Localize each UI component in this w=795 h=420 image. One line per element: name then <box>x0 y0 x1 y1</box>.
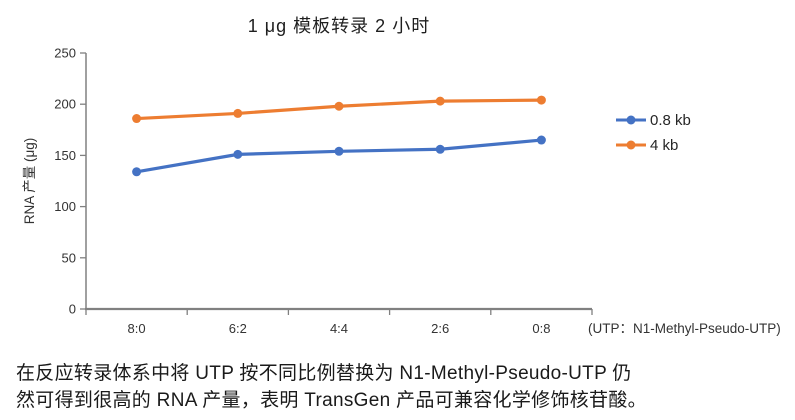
y-tick-label: 150 <box>54 148 76 163</box>
x-axis-unit-label: (UTP：N1-Methyl-Pseudo-UTP) <box>588 321 781 336</box>
legend-label: 0.8 kb <box>650 112 691 129</box>
data-point-4-kb-2:6 <box>435 96 445 106</box>
x-tick-label: 2:6 <box>431 321 449 336</box>
y-tick-label: 100 <box>54 199 76 214</box>
x-tick-label: 6:2 <box>229 321 247 336</box>
x-tick-label: 8:0 <box>128 321 146 336</box>
series-line-0.8-kb <box>135 138 544 174</box>
y-tick-label: 200 <box>54 97 76 112</box>
y-tick-label: 250 <box>54 46 76 61</box>
legend-marker <box>626 140 636 150</box>
caption-text: 在反应转录体系中将 UTP 按不同比例替换为 N1-Methyl-Pseudo-… <box>16 360 788 414</box>
data-point-0.8-kb-2:6 <box>435 144 445 154</box>
y-tick-label: 50 <box>62 250 76 265</box>
caption-line-2: 然可得到很高的 RNA 产量，表明 TransGen 产品可兼容化学修饰核苷酸。 <box>16 390 647 411</box>
data-point-4-kb-8:0 <box>132 114 142 124</box>
data-point-0.8-kb-4:4 <box>334 146 344 156</box>
y-axis-title: RNA 产量 (μg) <box>22 138 37 225</box>
y-tick-label: 0 <box>69 302 76 317</box>
data-point-0.8-kb-6:2 <box>233 149 243 159</box>
x-tick-label: 4:4 <box>330 321 348 336</box>
data-point-4-kb-6:2 <box>233 108 243 118</box>
chart-title: 1 μg 模板转录 2 小时 <box>247 16 431 36</box>
data-point-0.8-kb-0:8 <box>536 135 546 145</box>
caption-line-1: 在反应转录体系中将 UTP 按不同比例替换为 N1-Methyl-Pseudo-… <box>16 363 632 384</box>
rna-yield-line-chart: 0 50 100 150 200 250 8:0 6:2 4:4 2:6 0:8 (UTP：N1-Me… <box>22 46 781 337</box>
legend-marker <box>626 115 636 125</box>
data-point-0.8-kb-8:0 <box>132 167 142 177</box>
data-point-4-kb-4:4 <box>334 101 344 111</box>
x-tick-label: 0:8 <box>532 321 550 336</box>
legend-label: 4 kb <box>650 137 678 154</box>
data-point-4-kb-0:8 <box>536 95 546 105</box>
